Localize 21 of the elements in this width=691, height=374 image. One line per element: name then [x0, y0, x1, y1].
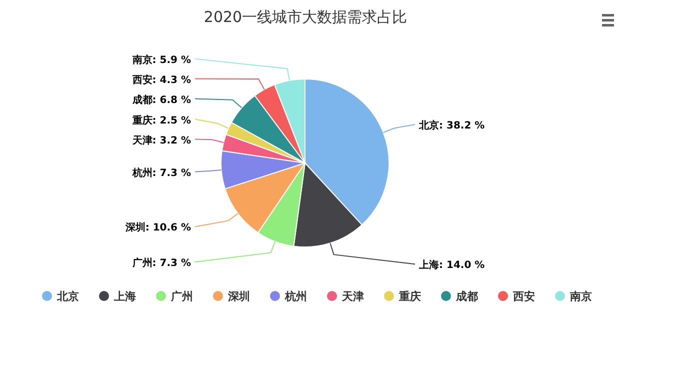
data-label: 西安: 4.3 %	[131, 74, 191, 86]
legend-label: 北京	[56, 290, 79, 303]
legend-label: 重庆	[398, 290, 421, 303]
data-label: 深圳: 10.6 %	[124, 222, 191, 234]
legend-label: 广州	[170, 290, 193, 303]
legend-label: 成都	[455, 290, 478, 303]
data-label: 重庆: 2.5 %	[131, 114, 191, 126]
data-label: 成都: 6.8 %	[131, 94, 191, 106]
legend-label: 天津	[341, 290, 364, 303]
data-label: 南京: 5.9 %	[131, 54, 191, 66]
legend-label: 杭州	[284, 290, 307, 303]
data-label: 广州: 7.3 %	[131, 257, 191, 270]
legend-label: 深圳	[227, 290, 250, 303]
legend-label: 上海	[113, 290, 136, 303]
data-label: 杭州: 7.3 %	[131, 166, 191, 179]
legend-label: 南京	[569, 290, 592, 303]
chart-title: 2020一线城市大数据需求占比	[204, 8, 408, 26]
data-label: 上海: 14.0 %	[418, 259, 485, 272]
legend-label: 西安	[512, 290, 535, 303]
data-label: 天津: 3.2 %	[131, 134, 191, 146]
data-label: 北京: 38.2 %	[418, 119, 485, 132]
